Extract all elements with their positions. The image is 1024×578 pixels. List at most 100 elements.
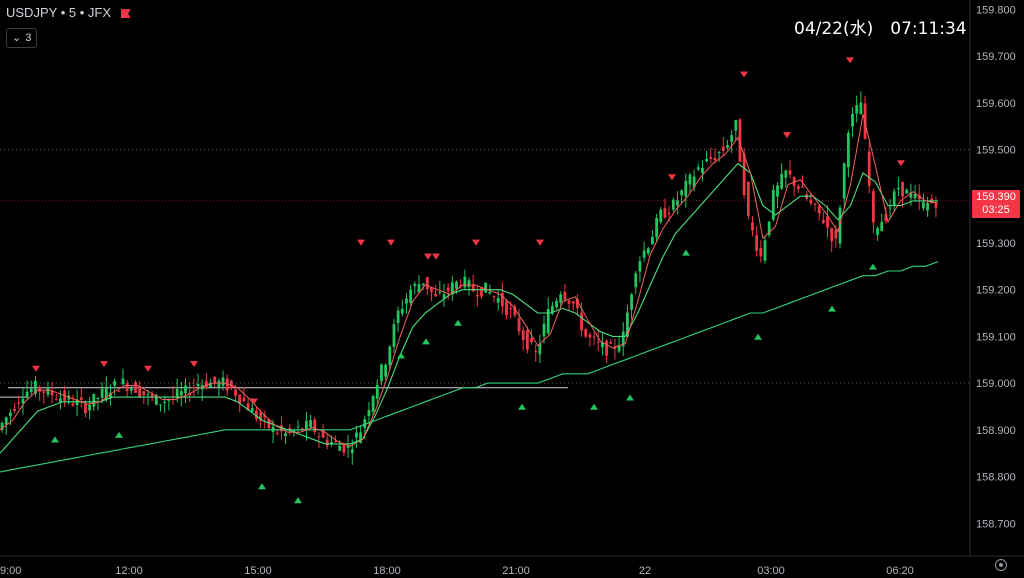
sell-marker <box>846 57 854 64</box>
moving-averages <box>0 114 939 473</box>
candle-body <box>867 151 871 186</box>
candle-body <box>580 312 583 331</box>
candle-body <box>588 334 592 338</box>
candle-body <box>555 300 558 308</box>
candle-body <box>696 167 700 170</box>
candle-body <box>638 261 642 272</box>
bar-countdown: 03:25 <box>982 204 1010 216</box>
candle-body <box>730 135 734 142</box>
candle-body <box>884 214 888 222</box>
candle-body <box>688 174 692 185</box>
candle-body <box>371 396 375 412</box>
candle-body <box>109 392 112 398</box>
candle-body <box>538 343 542 355</box>
time-tick-label: 18:00 <box>373 565 401 577</box>
candle-body <box>413 283 417 286</box>
candle-body <box>788 170 792 175</box>
long-ma-line <box>0 261 939 473</box>
candle-body <box>284 433 287 437</box>
candle-body <box>717 152 721 154</box>
interval: 5 <box>68 5 77 20</box>
candle-body <box>334 441 337 443</box>
candle-body <box>338 445 342 451</box>
candle-body <box>242 397 246 402</box>
candle-body <box>129 388 133 391</box>
candle-body <box>601 342 604 348</box>
candle-body <box>584 329 588 337</box>
candle-body <box>642 250 646 258</box>
indicator-toggle-button[interactable]: ⌄ 3 <box>6 28 38 48</box>
candle-body <box>934 203 938 208</box>
candle-body <box>100 388 104 398</box>
candle-body <box>367 409 371 417</box>
candle-body <box>471 284 475 292</box>
candle-body <box>463 276 467 288</box>
candle-body <box>121 378 125 385</box>
candle-body <box>225 378 229 391</box>
candle-body <box>263 415 267 418</box>
candle-body <box>79 397 83 400</box>
price-tick-label: 159.100 <box>976 331 1016 343</box>
candle-body <box>892 191 896 206</box>
candle-body <box>125 383 129 391</box>
gear-icon[interactable] <box>995 559 1007 571</box>
candle-body <box>350 449 354 454</box>
candle-body <box>559 294 563 303</box>
candle-body <box>780 173 784 189</box>
candle-body <box>713 157 717 161</box>
candle-body <box>776 185 779 197</box>
candle-body <box>492 296 496 298</box>
candle-body <box>154 394 158 405</box>
sell-marker <box>783 132 791 139</box>
candle-body <box>651 236 654 245</box>
candle-body <box>525 330 529 350</box>
candle-body <box>567 300 571 304</box>
candle-body <box>29 388 33 393</box>
candle-body <box>42 391 46 394</box>
price-tick-label: 159.200 <box>976 285 1016 297</box>
candle-body <box>676 200 679 206</box>
candle-body <box>826 216 829 228</box>
time-axis[interactable]: 9:00 12:00 15:00 18:00 21:00 22 03:00 06:20 <box>0 565 914 577</box>
price-tick-label: 159.700 <box>976 51 1016 63</box>
candle-body <box>425 277 429 290</box>
price-tick-label: 158.800 <box>976 472 1016 484</box>
candles <box>0 91 938 465</box>
separator: • <box>79 5 85 20</box>
candle-body <box>392 324 396 347</box>
sell-marker <box>424 253 432 260</box>
symbol-title[interactable]: USDJPY • 5 • JFX <box>6 5 131 20</box>
candle-body <box>17 402 21 404</box>
candle-body <box>513 306 517 316</box>
candle-body <box>809 199 813 204</box>
candle-body <box>855 105 859 114</box>
price-tick-label: 159.300 <box>976 238 1016 250</box>
last-price-label: 159.390 03:25 <box>972 190 1020 218</box>
sell-marker <box>100 361 108 368</box>
candle-body <box>409 289 413 303</box>
sell-marker <box>250 398 258 405</box>
candle-body <box>596 341 600 343</box>
candle-body <box>221 377 225 386</box>
buy-marker <box>828 305 836 312</box>
candle-body <box>421 283 425 285</box>
candle-body <box>488 291 492 294</box>
candle-body <box>275 432 279 434</box>
candle-body <box>680 190 684 196</box>
candle-body <box>0 422 4 430</box>
buy-marker <box>397 352 405 359</box>
sell-marker <box>472 239 480 246</box>
sell-marker <box>897 160 905 167</box>
candle-body <box>259 412 262 421</box>
candle-body <box>617 345 621 352</box>
flag-icon[interactable] <box>120 9 131 19</box>
candle-body <box>159 404 162 406</box>
candle-body <box>846 132 850 168</box>
candle-body <box>655 218 658 238</box>
candle-body <box>204 380 208 388</box>
fast-ma-line <box>0 114 939 447</box>
candle-body <box>721 146 725 151</box>
time-tick-label: 22 <box>639 565 651 577</box>
candle-body <box>9 412 12 417</box>
